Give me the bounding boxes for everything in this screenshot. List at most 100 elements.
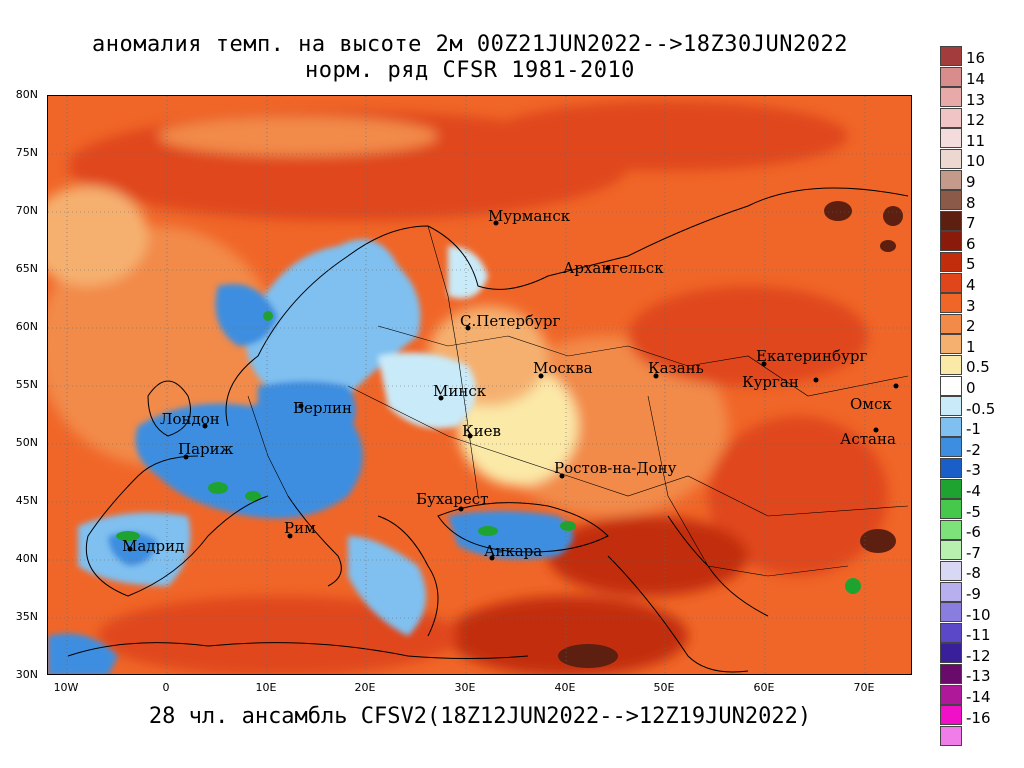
colorbar-label: 6 — [966, 234, 976, 253]
colorbar-label: 9 — [966, 172, 976, 191]
colorbar-label: -14 — [966, 687, 991, 706]
lat-label: 40N — [15, 552, 38, 565]
city-marker — [813, 377, 819, 383]
city-marker — [538, 373, 544, 379]
title-line-2: норм. ряд CFSR 1981-2010 — [305, 58, 635, 83]
lat-label: 30N — [15, 668, 38, 681]
city-label: Мадрид — [122, 537, 184, 555]
city-label: Архангельск — [563, 259, 664, 277]
colorbar-label: 1 — [966, 337, 976, 356]
colorbar-swatch — [940, 396, 962, 417]
colorbar-swatch — [940, 107, 962, 128]
colorbar-swatch — [940, 313, 962, 334]
colorbar-swatch — [940, 375, 962, 396]
lon-label: 10W — [53, 681, 79, 694]
city-label: Ростов-на-Дону — [554, 459, 677, 477]
colorbar-label: -13 — [966, 667, 991, 686]
colorbar-swatch — [940, 561, 962, 581]
city-label: Киев — [462, 422, 501, 440]
city-marker — [438, 395, 444, 401]
colorbar-swatch — [940, 725, 962, 746]
city-label: Анкара — [484, 542, 542, 560]
colorbar-swatch — [940, 46, 962, 66]
lat-label: 60N — [15, 320, 38, 333]
colorbar-swatch — [940, 128, 962, 149]
lon-label: 0 — [162, 681, 170, 694]
city-label: Бухарест — [416, 490, 488, 508]
colorbar-swatch — [940, 664, 962, 684]
colorbar-label: -11 — [966, 626, 991, 645]
colorbar-swatch — [940, 602, 962, 623]
colorbar-swatch — [940, 499, 962, 520]
city-marker — [465, 325, 471, 331]
colorbar-swatch — [940, 684, 962, 705]
colorbar-swatch — [940, 149, 962, 169]
city-marker — [458, 506, 464, 512]
colorbar-swatch — [940, 540, 962, 561]
colorbar-label: -7 — [966, 543, 981, 562]
colorbar-swatch — [940, 190, 962, 211]
colorbar-swatch — [940, 210, 962, 231]
lat-label: 55N — [15, 378, 38, 391]
city-label: Берлин — [293, 399, 352, 417]
city-label: Казань — [648, 359, 704, 377]
colorbar-label: 5 — [966, 255, 976, 274]
colorbar-swatch — [940, 519, 962, 540]
colorbar-label: -16 — [966, 708, 991, 727]
colorbar-label: 4 — [966, 275, 976, 294]
lat-label: 70N — [15, 204, 38, 217]
colorbar-swatch — [940, 252, 962, 272]
city-marker — [202, 423, 208, 429]
colorbar-label: 7 — [966, 214, 976, 233]
lon-label: 30E — [454, 681, 476, 694]
colorbar-swatch — [940, 66, 962, 87]
colorbar-swatch — [940, 293, 962, 314]
colorbar-label: 3 — [966, 296, 976, 315]
colorbar-label: 0 — [966, 378, 976, 397]
colorbar-label: -12 — [966, 646, 991, 665]
colorbar-label: 0.5 — [966, 358, 990, 377]
city-marker — [183, 454, 189, 460]
city-marker — [559, 473, 565, 479]
colorbar-label: -0.5 — [966, 399, 996, 418]
lon-label: 70E — [853, 681, 875, 694]
city-label: С.Петербург — [460, 312, 560, 330]
lon-label: 60E — [753, 681, 775, 694]
colorbar-label: 13 — [966, 90, 986, 109]
colorbar-label: -4 — [966, 481, 981, 500]
lon-label: 10E — [255, 681, 277, 694]
colorbar-label: 14 — [966, 69, 986, 88]
city-marker — [287, 533, 293, 539]
colorbar-swatch — [940, 643, 962, 664]
city-label: Астана — [840, 430, 896, 448]
colorbar-swatch — [940, 355, 962, 375]
anomaly-map: Мурманск Архангельск С.Петербург Москва … — [47, 95, 912, 675]
city-label: Мурманск — [488, 207, 571, 225]
city-marker — [493, 220, 499, 226]
colorbar-swatch — [940, 169, 962, 190]
lon-label: 50E — [653, 681, 675, 694]
colorbar-label: -2 — [966, 440, 981, 459]
city-label: Курган — [742, 373, 799, 391]
colorbar-label: 16 — [966, 49, 986, 68]
city-label: Рим — [284, 519, 316, 537]
colorbar-swatch — [940, 87, 962, 108]
lat-label: 65N — [15, 262, 38, 275]
city-label: Минск — [433, 382, 487, 400]
colorbar-label: -1 — [966, 420, 981, 439]
lat-label: 80N — [15, 88, 38, 101]
colorbar-label: 8 — [966, 193, 976, 212]
colorbar-swatch — [940, 437, 962, 458]
lat-label: 50N — [15, 436, 38, 449]
colorbar-label: -3 — [966, 461, 981, 480]
city-marker — [467, 433, 473, 439]
city-marker — [127, 546, 133, 552]
lon-label: 20E — [354, 681, 376, 694]
colorbar-label: 12 — [966, 111, 986, 130]
city-label: Омск — [850, 395, 892, 413]
colorbar-label: -6 — [966, 523, 981, 542]
colorbar-swatch — [940, 272, 962, 293]
colorbar-swatch — [940, 478, 962, 499]
city-marker — [761, 361, 767, 367]
lat-label: 45N — [15, 494, 38, 507]
